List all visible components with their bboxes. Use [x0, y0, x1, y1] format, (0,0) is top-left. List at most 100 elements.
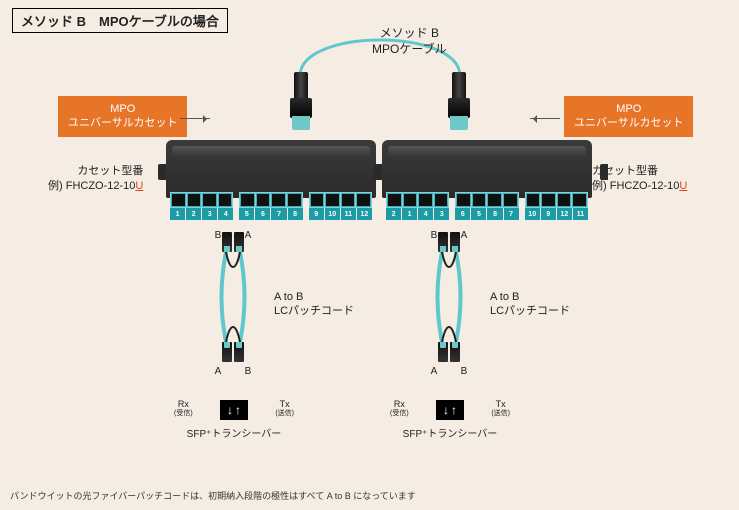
tag-left-2: ユニバーサルカセット: [68, 116, 177, 130]
port-number: 10: [525, 208, 540, 220]
port-number: 5: [471, 208, 486, 220]
lc-socket: [271, 193, 286, 207]
model-right: カセット型番 例) FHCZO-12-10U: [592, 164, 687, 195]
port-number: 6: [255, 208, 270, 220]
lc-socket: [456, 193, 471, 207]
port-number: 9: [309, 208, 324, 220]
lc-socket: [487, 193, 502, 207]
tag-right-2: ユニバーサルカセット: [574, 116, 683, 130]
port-numbers: 5678: [239, 208, 302, 220]
port-group: 5678: [239, 192, 302, 220]
port-number: 5: [239, 208, 254, 220]
port-number: 10: [325, 208, 340, 220]
lc-socket: [218, 193, 233, 207]
mpo-cable-label-2: MPOケーブル: [372, 42, 447, 58]
port-number: 3: [202, 208, 217, 220]
lc-socket: [240, 193, 255, 207]
lc-socket: [472, 193, 487, 207]
model-left: カセット型番 例) FHCZO-12-10U: [48, 164, 143, 195]
cassette-right-ports: 2143 6587 1091211: [382, 192, 592, 220]
mpo-cable-label: メソッド B MPOケーブル: [372, 26, 447, 57]
lc-socket: [387, 193, 402, 207]
lc-socket: [187, 193, 202, 207]
port-numbers: 2143: [386, 208, 449, 220]
diagram-title: メソッド B MPOケーブルの場合: [12, 8, 228, 33]
model-left-label: カセット型番: [48, 164, 143, 179]
cassette-right: 2143 6587 1091211: [382, 140, 592, 220]
port-number: 12: [357, 208, 372, 220]
sfp-right-rxtx: Rx(受信) ↓↑ Tx(送信): [390, 400, 510, 423]
port-group: 1234: [170, 192, 233, 220]
port-number: 3: [434, 208, 449, 220]
port-sockets: [455, 192, 518, 208]
lc-socket: [541, 193, 556, 207]
lc-socket: [572, 193, 587, 207]
rx-l: Rx(受信): [174, 400, 193, 423]
footnote: パンドウイットの光ファイバーパッチコードは、初期納入段階の極性はすべて A to…: [10, 489, 416, 502]
rx-r: Rx(受信): [390, 400, 409, 423]
arrow-right-tag: [530, 118, 560, 119]
model-left-example: 例) FHCZO-12-10U: [48, 179, 143, 194]
lc-socket: [310, 193, 325, 207]
cassette-right-body: [382, 140, 592, 198]
tx-r: Tx(送信): [491, 400, 510, 423]
port-sockets: [386, 192, 449, 208]
port-sockets: [239, 192, 302, 208]
tag-left: MPO ユニバーサルカセット: [58, 96, 187, 137]
atob-right: A to B LCパッチコード: [490, 290, 570, 319]
cassette-left: 123456789101112: [166, 140, 376, 220]
sfp-left: Rx(受信) ↓↑ Tx(送信) SFP⁺トランシーバー: [174, 400, 294, 440]
port-number: 1: [170, 208, 185, 220]
lc-bot-l: [208, 342, 258, 362]
tx-l: Tx(送信): [275, 400, 294, 423]
port-number: 2: [186, 208, 201, 220]
cassette-left-body: [166, 140, 376, 198]
port-number: 6: [455, 208, 470, 220]
sfp-right: Rx(受信) ↓↑ Tx(送信) SFP⁺トランシーバー: [390, 400, 510, 440]
model-right-example: 例) FHCZO-12-10U: [592, 179, 687, 194]
port-sockets: [525, 192, 588, 208]
lc-socket: [403, 193, 418, 207]
port-group: 6587: [455, 192, 518, 220]
sfp-left-rxtx: Rx(受信) ↓↑ Tx(送信): [174, 400, 294, 423]
sfp-right-name: SFP⁺トランシーバー: [390, 425, 510, 440]
patch-cord-left: B A A B: [208, 232, 258, 362]
patch-cord-right: B A A B: [424, 232, 474, 362]
port-sockets: [309, 192, 372, 208]
atob-left-1: A to B: [274, 290, 354, 304]
tag-right: MPO ユニバーサルカセット: [564, 96, 693, 137]
lc-socket: [356, 193, 371, 207]
lc-socket: [434, 193, 449, 207]
label-a-bot-r: A: [428, 366, 440, 377]
lc-socket: [557, 193, 572, 207]
mpo-cable-label-1: メソッド B: [372, 26, 447, 42]
atob-left-2: LCパッチコード: [274, 304, 354, 318]
port-number: 9: [541, 208, 556, 220]
lc-socket: [325, 193, 340, 207]
port-number: 12: [557, 208, 572, 220]
port-number: 11: [341, 208, 356, 220]
sfp-arrows-icon: ↓↑: [436, 400, 464, 420]
lc-socket: [341, 193, 356, 207]
lc-socket: [287, 193, 302, 207]
lc-top-r: [424, 232, 474, 252]
atob-right-2: LCパッチコード: [490, 304, 570, 318]
lc-socket: [418, 193, 433, 207]
port-group: 1091211: [525, 192, 588, 220]
tag-right-1: MPO: [574, 102, 683, 116]
port-numbers: 9101112: [309, 208, 372, 220]
port-numbers: 6587: [455, 208, 518, 220]
tag-left-1: MPO: [68, 102, 177, 116]
lc-bot-r: [424, 342, 474, 362]
lc-socket: [202, 193, 217, 207]
lc-socket: [256, 193, 271, 207]
label-a-bot-l: A: [212, 366, 224, 377]
lc-socket: [503, 193, 518, 207]
lc-top-l: [208, 232, 258, 252]
atob-left: A to B LCパッチコード: [274, 290, 354, 319]
cassette-left-ports: 123456789101112: [166, 192, 376, 220]
port-number: 11: [573, 208, 588, 220]
sfp-arrows-icon: ↓↑: [220, 400, 248, 420]
label-b-bot-l: B: [242, 366, 254, 377]
port-numbers: 1091211: [525, 208, 588, 220]
